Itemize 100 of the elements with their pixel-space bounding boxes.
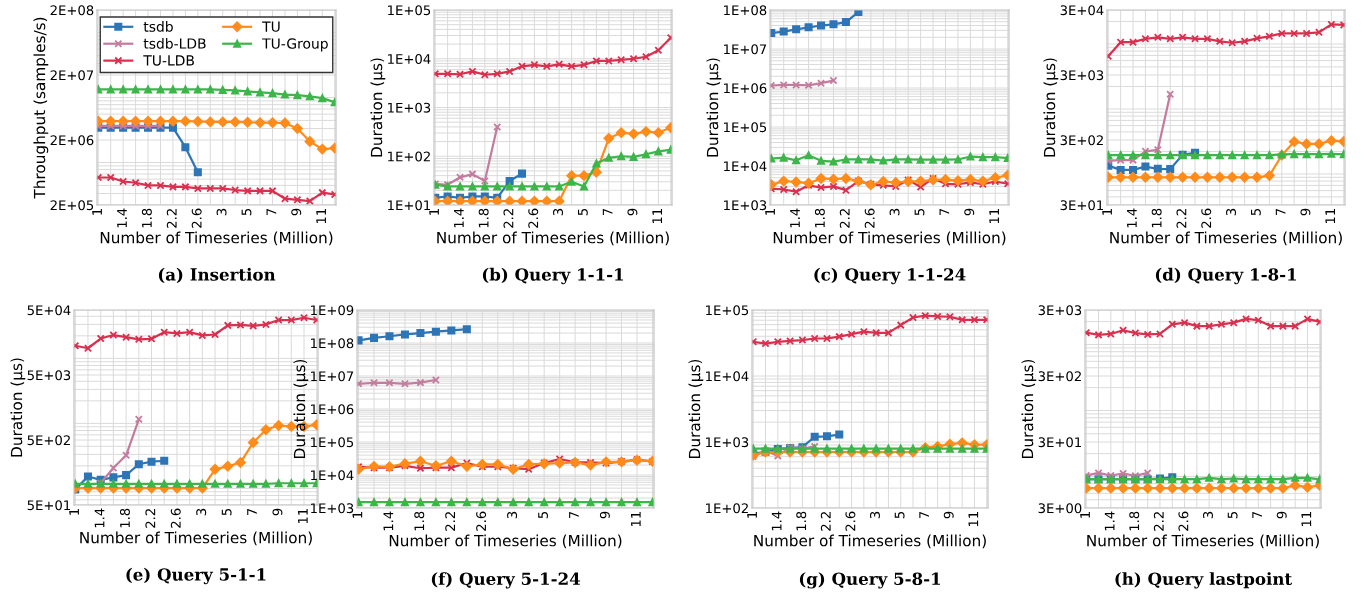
y-tick-label: 1E+03 bbox=[388, 102, 431, 113]
x-tick-label: 3 bbox=[1202, 511, 1213, 519]
x-tick-label: 7 bbox=[247, 508, 257, 516]
x-tick-label: 9 bbox=[627, 208, 638, 216]
x-tick-label: 5 bbox=[1251, 208, 1261, 216]
y-axis-title: Duration (µs) bbox=[370, 58, 386, 157]
x-tick-label: 1 bbox=[429, 209, 439, 215]
text: (b) Query 1-1-1 bbox=[482, 267, 624, 285]
x-tick-label: 5 bbox=[578, 208, 588, 216]
y-axis-title: Duration (µs) bbox=[1043, 58, 1059, 157]
x-tick-label: 2.2 bbox=[503, 209, 514, 228]
y-tick-label: 3E+02 bbox=[1038, 371, 1081, 382]
x-tick-label: 1.4 bbox=[117, 208, 127, 228]
x-tick-label: 1.8 bbox=[141, 208, 152, 228]
legend-label: TU-LDB bbox=[143, 55, 194, 66]
y-tick-label: 1E+08 bbox=[311, 338, 354, 349]
x-tick-label: 11 bbox=[631, 512, 641, 527]
x-tick-label: 2.6 bbox=[1178, 511, 1189, 531]
x-tick-label: 5 bbox=[1227, 511, 1238, 519]
legend-label: tsdb-LDB bbox=[143, 38, 206, 49]
y-axis-title: Duration (µs) bbox=[1021, 359, 1037, 458]
y-tick-label: 1E+08 bbox=[724, 5, 767, 16]
x-tick-label: 1 bbox=[747, 512, 757, 518]
x-tick-label: 5 bbox=[538, 511, 548, 519]
x-tick-label: 5 bbox=[221, 508, 232, 516]
x-tick-label: 3 bbox=[553, 208, 564, 216]
x-tick-label: 1.8 bbox=[119, 508, 130, 528]
y-tick-label: 3E+03 bbox=[1060, 70, 1104, 81]
x-tick-label: 2.2 bbox=[839, 209, 850, 228]
x-tick-label: 2.6 bbox=[845, 511, 856, 531]
x-axis-title: Number of Timeseries (Million) bbox=[80, 531, 312, 546]
x-tick-label: 1.8 bbox=[814, 208, 825, 228]
x-axis-title: Number of Timeseries (Million) bbox=[773, 231, 1006, 246]
x-axis-title: Number of Timeseries (Million) bbox=[754, 534, 986, 549]
y-tick-label: 1E+04 bbox=[311, 470, 354, 481]
x-tick-label: 9 bbox=[272, 508, 283, 516]
x-tick-label: 11 bbox=[1301, 512, 1312, 527]
x-tick-label: 1.4 bbox=[454, 208, 464, 228]
y-tick-label: 1E+04 bbox=[706, 371, 749, 382]
x-tick-label: 1.4 bbox=[94, 508, 105, 528]
x-tick-label: 1 bbox=[352, 512, 363, 518]
x-tick-label: 2.6 bbox=[191, 208, 202, 228]
x-tick-label: 9 bbox=[599, 511, 610, 519]
y-tick-label: 1E+05 bbox=[311, 437, 354, 448]
x-tick-label: 9 bbox=[291, 208, 302, 216]
y-axis-title: Duration (µs) bbox=[293, 359, 309, 458]
x-tick-label: 1.8 bbox=[478, 208, 489, 228]
y-tick-label: 1E+05 bbox=[706, 305, 749, 316]
x-tick-label: 1 bbox=[765, 209, 775, 215]
x-tick-label: 7 bbox=[1252, 511, 1262, 519]
x-tick-label: 9 bbox=[1300, 208, 1311, 216]
x-tick-label: 1.8 bbox=[796, 511, 807, 531]
y-tick-label: 1E+04 bbox=[724, 161, 767, 172]
x-tick-label: 1.4 bbox=[383, 511, 394, 531]
x-tick-label: 7 bbox=[919, 511, 929, 519]
x-tick-label: 9 bbox=[1276, 511, 1287, 519]
x-tick-label: 7 bbox=[939, 208, 950, 216]
x-tick-label: 2.2 bbox=[445, 512, 455, 531]
x-axis-title: Number of Timeseries (Million) bbox=[389, 534, 622, 549]
y-tick-label: 3E+02 bbox=[1060, 135, 1103, 146]
x-tick-label: 11 bbox=[316, 209, 326, 224]
y-tick-label: 5E+04 bbox=[27, 305, 71, 316]
x-tick-label: 7 bbox=[1275, 208, 1286, 216]
y-axis-title: Duration (µs) bbox=[706, 58, 722, 157]
y-tick-label: 1E+03 bbox=[706, 437, 749, 448]
x-axis-title: Number of Timeseries (Million) bbox=[1110, 231, 1342, 246]
x-tick-label: 3 bbox=[869, 511, 880, 519]
legend-label: TU bbox=[262, 21, 280, 32]
x-tick-label: 7 bbox=[569, 511, 579, 519]
x-tick-label: 2.6 bbox=[476, 511, 487, 531]
text: (f) Query 5-1-24 bbox=[431, 572, 581, 589]
y-tick-label: 1E+05 bbox=[724, 122, 767, 133]
text: (h) Query lastpoint bbox=[1115, 572, 1293, 589]
text: (d) Query 1-8-1 bbox=[1155, 267, 1297, 285]
x-tick-label: 2.2 bbox=[1153, 512, 1164, 531]
y-tick-label: 1E+07 bbox=[311, 371, 354, 382]
x-tick-label: 1.4 bbox=[771, 511, 782, 531]
y-tick-label: 1E+07 bbox=[724, 44, 767, 55]
y-tick-label: 1E+05 bbox=[388, 5, 431, 16]
x-tick-label: 5 bbox=[914, 208, 925, 216]
y-tick-label: 1E+02 bbox=[706, 503, 748, 514]
x-tick-label: 7 bbox=[266, 208, 277, 216]
y-tick-label: 1E+06 bbox=[311, 404, 354, 415]
x-tick-label: 1.4 bbox=[790, 208, 800, 228]
x-tick-label: 3 bbox=[196, 508, 207, 516]
y-tick-label: 2E+07 bbox=[50, 70, 94, 81]
x-tick-label: 1.8 bbox=[1129, 511, 1140, 531]
y-tick-label: 1E+02 bbox=[388, 151, 430, 162]
x-tick-label: 2.6 bbox=[528, 208, 539, 228]
x-tick-label: 1 bbox=[1102, 209, 1112, 215]
x-tick-label: 3 bbox=[507, 511, 518, 519]
x-tick-label: 2.2 bbox=[1176, 209, 1187, 228]
x-tick-label: 11 bbox=[652, 209, 663, 224]
y-tick-label: 3E+04 bbox=[1060, 5, 1104, 16]
x-tick-label: 1 bbox=[69, 509, 79, 515]
y-tick-label: 1E+03 bbox=[311, 503, 354, 514]
x-tick-label: 1.4 bbox=[1127, 208, 1137, 228]
x-tick-label: 3 bbox=[1226, 208, 1237, 216]
x-tick-label: 1.4 bbox=[1104, 511, 1115, 531]
legend-label: TU-Group bbox=[262, 38, 328, 52]
